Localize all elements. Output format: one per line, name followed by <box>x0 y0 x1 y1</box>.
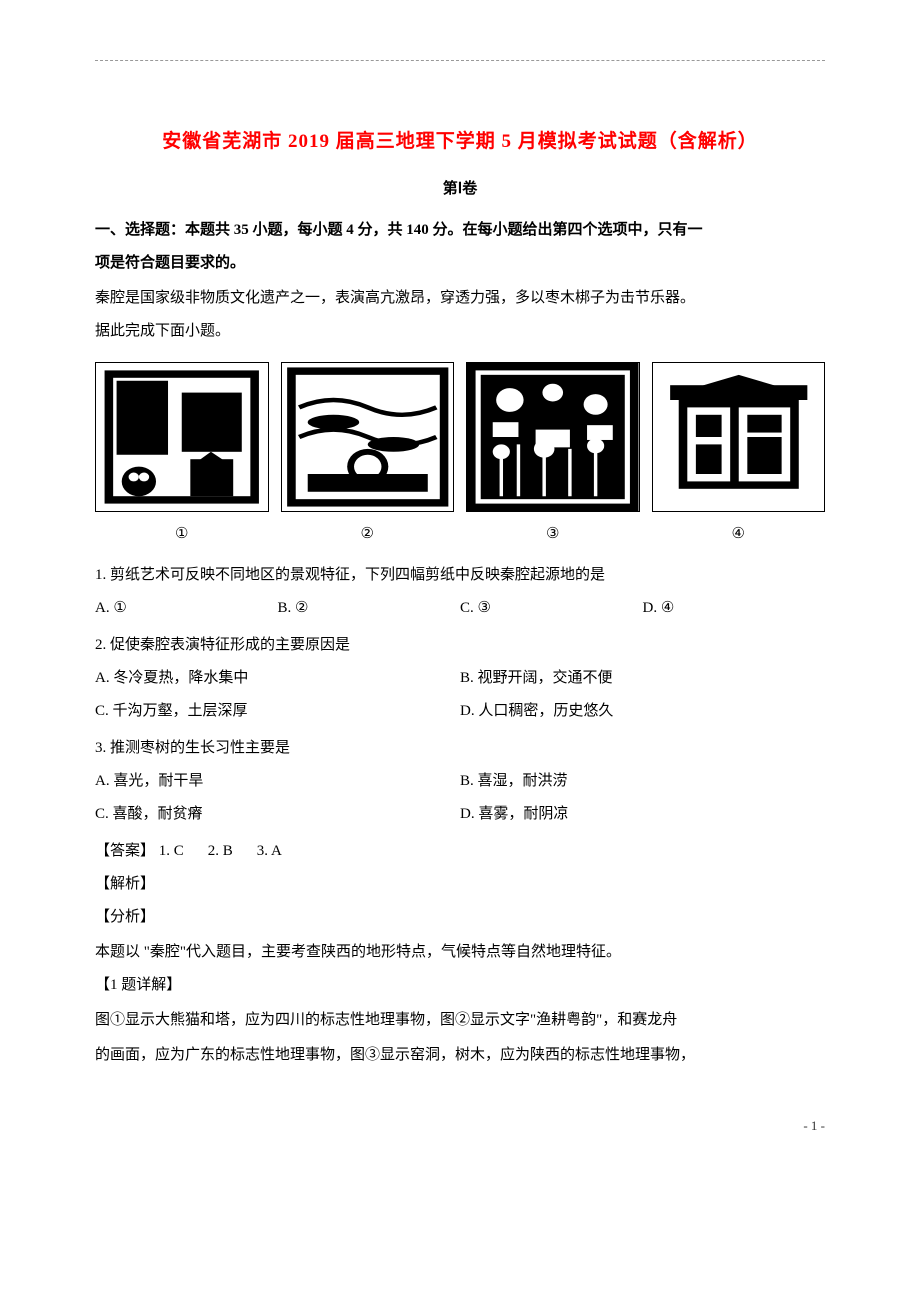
question-2-options-row2: C. 千沟万壑，土层深厚 D. 人口稠密，历史悠久 <box>95 695 825 728</box>
answers-line: 【答案】 1. C 2. B 3. A <box>95 835 825 868</box>
figure-2-image <box>281 362 455 512</box>
analysis-label: 【解析】 <box>95 868 825 901</box>
passage-line1: 秦腔是国家级非物质文化遗产之一，表演高亢激昂，穿透力强，多以枣木梆子为击节乐器。 <box>95 282 825 315</box>
figure-2: ② <box>281 362 455 551</box>
figure-3-label: ③ <box>546 518 559 551</box>
q1-option-c: C. ③ <box>460 592 643 625</box>
page-number: - 1 - <box>95 1112 825 1141</box>
answer-2: 2. B <box>208 835 233 868</box>
question-3-options-row1: A. 喜光，耐干旱 B. 喜湿，耐洪涝 <box>95 765 825 798</box>
instructions-line1: 一、选择题：本题共 35 小题，每小题 4 分，共 140 分。在每小题给出第四… <box>95 214 825 247</box>
q1-option-a: A. ① <box>95 592 278 625</box>
figure-1-image <box>95 362 269 512</box>
passage-line2: 据此完成下面小题。 <box>95 315 825 348</box>
figures-row: ① ② <box>95 362 825 551</box>
figure-3: ③ <box>466 362 640 551</box>
q1-detail-line2: 的画面，应为广东的标志性地理事物，图③显示窑洞，树木，应为陕西的标志性地理事物， <box>95 1039 825 1072</box>
q3-option-d: D. 喜雾，耐阴凉 <box>460 798 825 831</box>
q3-option-a: A. 喜光，耐干旱 <box>95 765 460 798</box>
question-3-stem: 3. 推测枣树的生长习性主要是 <box>95 732 825 765</box>
answer-3: 3. A <box>257 835 282 868</box>
q2-option-d: D. 人口稠密，历史悠久 <box>460 695 825 728</box>
figure-2-label: ② <box>361 518 374 551</box>
instructions: 一、选择题：本题共 35 小题，每小题 4 分，共 140 分。在每小题给出第四… <box>95 214 825 280</box>
q1-option-d: D. ④ <box>643 592 826 625</box>
q2-option-a: A. 冬冷夏热，降水集中 <box>95 662 460 695</box>
q2-option-b: B. 视野开阔，交通不便 <box>460 662 825 695</box>
figure-3-image <box>466 362 640 512</box>
q1-detail-line1: 图①显示大熊猫和塔，应为四川的标志性地理事物，图②显示文字"渔耕粤韵"，和赛龙舟 <box>95 1004 825 1037</box>
figure-1: ① <box>95 362 269 551</box>
section-subtitle: 第Ⅰ卷 <box>95 173 825 206</box>
q1-detail-label: 【1 题详解】 <box>95 969 825 1002</box>
question-3-options-row2: C. 喜酸，耐贫瘠 D. 喜雾，耐阴凉 <box>95 798 825 831</box>
answer-1: 1. C <box>159 835 184 868</box>
question-1-stem: 1. 剪纸艺术可反映不同地区的景观特征，下列四幅剪纸中反映秦腔起源地的是 <box>95 559 825 592</box>
question-2-options-row1: A. 冬冷夏热，降水集中 B. 视野开阔，交通不便 <box>95 662 825 695</box>
figure-1-label: ① <box>175 518 188 551</box>
q2-option-c: C. 千沟万壑，土层深厚 <box>95 695 460 728</box>
answers-label: 【答案】 <box>95 843 155 859</box>
question-1-options: A. ① B. ② C. ③ D. ④ <box>95 592 825 625</box>
figure-4-label: ④ <box>732 518 745 551</box>
q1-option-b: B. ② <box>278 592 461 625</box>
figure-4: ④ <box>652 362 826 551</box>
exam-title: 安徽省芜湖市 2019 届高三地理下学期 5 月模拟考试试题（含解析） <box>95 121 825 163</box>
q3-option-c: C. 喜酸，耐贫瘠 <box>95 798 460 831</box>
question-2-stem: 2. 促使秦腔表演特征形成的主要原因是 <box>95 629 825 662</box>
passage: 秦腔是国家级非物质文化遗产之一，表演高亢激昂，穿透力强，多以枣木梆子为击节乐器。… <box>95 282 825 348</box>
figure-4-image <box>652 362 826 512</box>
analysis-summary: 本题以 "秦腔"代入题目，主要考查陕西的地形特点，气候特点等自然地理特征。 <box>95 936 825 969</box>
q3-option-b: B. 喜湿，耐洪涝 <box>460 765 825 798</box>
instructions-line2: 项是符合题目要求的。 <box>95 247 825 280</box>
fenxi-label: 【分析】 <box>95 901 825 934</box>
top-rule <box>95 60 825 61</box>
